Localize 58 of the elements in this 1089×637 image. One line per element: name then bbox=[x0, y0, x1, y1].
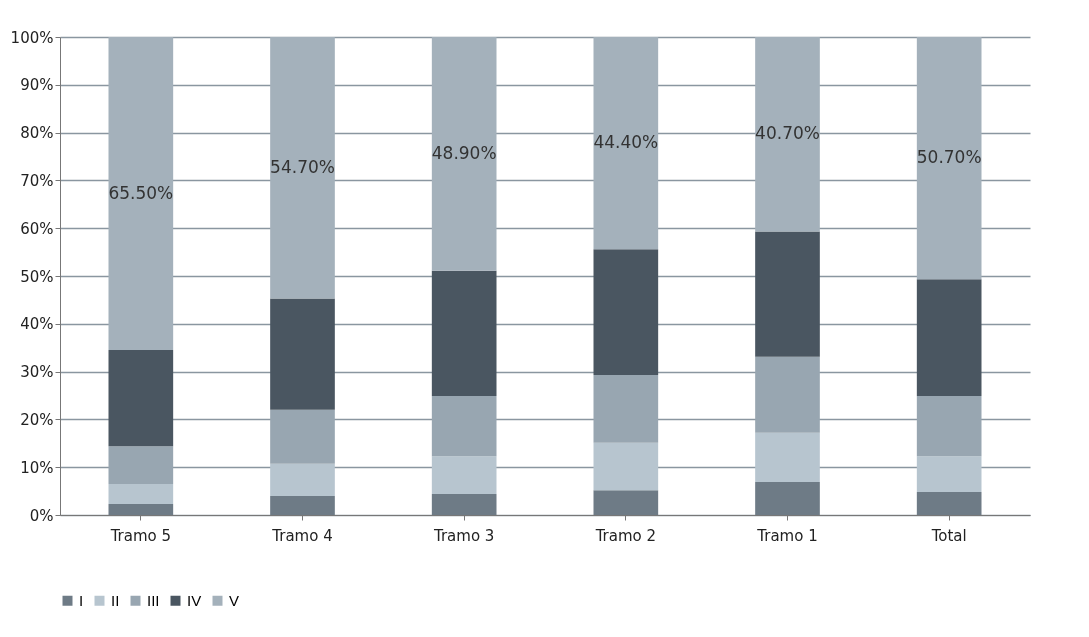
x-tick-label: Tramo 3 bbox=[432, 526, 495, 545]
bar bbox=[916, 395, 982, 457]
data-label: 48.90% bbox=[431, 142, 497, 163]
x-tick-label: Tramo 4 bbox=[271, 526, 333, 545]
y-tick-label: 30% bbox=[20, 363, 54, 382]
bar bbox=[431, 493, 497, 515]
y-tick-label: 60% bbox=[20, 219, 54, 238]
data-label: 44.40% bbox=[593, 132, 659, 153]
y-tick-label: 20% bbox=[20, 410, 54, 429]
y-tick-label: 0% bbox=[29, 506, 54, 525]
y-tick-label: 70% bbox=[20, 171, 54, 190]
x-tick-label: Total bbox=[930, 526, 967, 545]
bar bbox=[270, 495, 335, 515]
bar bbox=[916, 456, 982, 493]
bar bbox=[755, 231, 820, 357]
bar bbox=[755, 356, 820, 433]
bar bbox=[431, 456, 497, 494]
x-tick-label: Tramo 5 bbox=[109, 526, 172, 545]
bar bbox=[270, 37, 335, 299]
bar bbox=[916, 492, 982, 515]
data-label: 50.70% bbox=[916, 147, 982, 168]
y-tick-label: 90% bbox=[20, 76, 54, 95]
y-tick-label: 100% bbox=[10, 28, 54, 47]
y-tick-label: 80% bbox=[20, 124, 54, 143]
bar bbox=[916, 37, 982, 280]
bar bbox=[270, 409, 335, 464]
bar bbox=[431, 37, 497, 271]
x-tick-label: Tramo 2 bbox=[594, 526, 657, 545]
x-tick-label: Tramo 1 bbox=[756, 526, 818, 545]
bar bbox=[755, 37, 820, 232]
y-tick-label: 50% bbox=[20, 267, 54, 286]
bar bbox=[593, 249, 659, 375]
bar bbox=[755, 482, 820, 515]
bar bbox=[270, 298, 335, 410]
bar bbox=[755, 432, 820, 483]
bar bbox=[916, 279, 982, 396]
bar bbox=[270, 463, 335, 496]
bar bbox=[108, 446, 174, 484]
legend-label: I bbox=[79, 591, 84, 609]
legend-label: III bbox=[147, 591, 160, 609]
bar bbox=[431, 270, 497, 396]
y-tick-label: 10% bbox=[20, 458, 54, 477]
y-tick-label: 40% bbox=[20, 315, 54, 334]
legend-label: V bbox=[229, 591, 240, 609]
bar bbox=[593, 490, 659, 515]
legend-label: II bbox=[111, 591, 120, 609]
data-label: 65.50% bbox=[108, 182, 174, 203]
data-label: 54.70% bbox=[270, 156, 335, 177]
bar bbox=[108, 483, 174, 505]
data-label: 40.70% bbox=[755, 123, 820, 144]
legend-label: IV bbox=[187, 591, 202, 609]
bar bbox=[108, 37, 174, 351]
bar bbox=[593, 374, 659, 443]
bar bbox=[593, 37, 659, 250]
bar bbox=[431, 395, 497, 457]
bar bbox=[108, 504, 174, 515]
bar bbox=[593, 442, 659, 491]
bar bbox=[108, 350, 174, 447]
